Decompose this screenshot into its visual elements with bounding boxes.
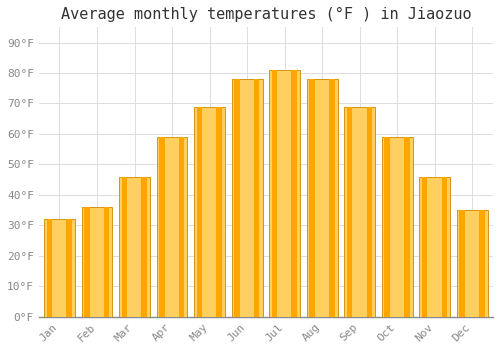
Bar <box>84 207 89 317</box>
Bar <box>422 177 428 317</box>
Title: Average monthly temperatures (°F ) in Jiaozuo: Average monthly temperatures (°F ) in Ji… <box>60 7 471 22</box>
Bar <box>292 70 297 317</box>
Bar <box>46 219 52 317</box>
Bar <box>104 207 110 317</box>
Bar <box>82 207 112 317</box>
Bar <box>254 79 260 317</box>
Bar <box>66 219 72 317</box>
Bar <box>119 177 150 317</box>
Bar <box>44 219 75 317</box>
Bar <box>307 79 338 317</box>
Bar <box>344 106 375 317</box>
Bar <box>479 210 484 317</box>
Bar <box>382 137 412 317</box>
Bar <box>457 210 488 317</box>
Bar <box>329 79 334 317</box>
Bar <box>384 137 390 317</box>
Bar <box>196 106 202 317</box>
Bar <box>156 137 188 317</box>
Bar <box>460 210 465 317</box>
Bar <box>234 79 240 317</box>
Bar <box>442 177 447 317</box>
Bar <box>420 177 450 317</box>
Bar <box>142 177 147 317</box>
Bar <box>216 106 222 317</box>
Bar <box>310 79 315 317</box>
Bar <box>122 177 127 317</box>
Bar <box>179 137 184 317</box>
Bar <box>194 106 225 317</box>
Bar <box>366 106 372 317</box>
Bar <box>270 70 300 317</box>
Bar <box>272 70 278 317</box>
Bar <box>404 137 409 317</box>
Bar <box>159 137 164 317</box>
Bar <box>347 106 352 317</box>
Bar <box>232 79 262 317</box>
